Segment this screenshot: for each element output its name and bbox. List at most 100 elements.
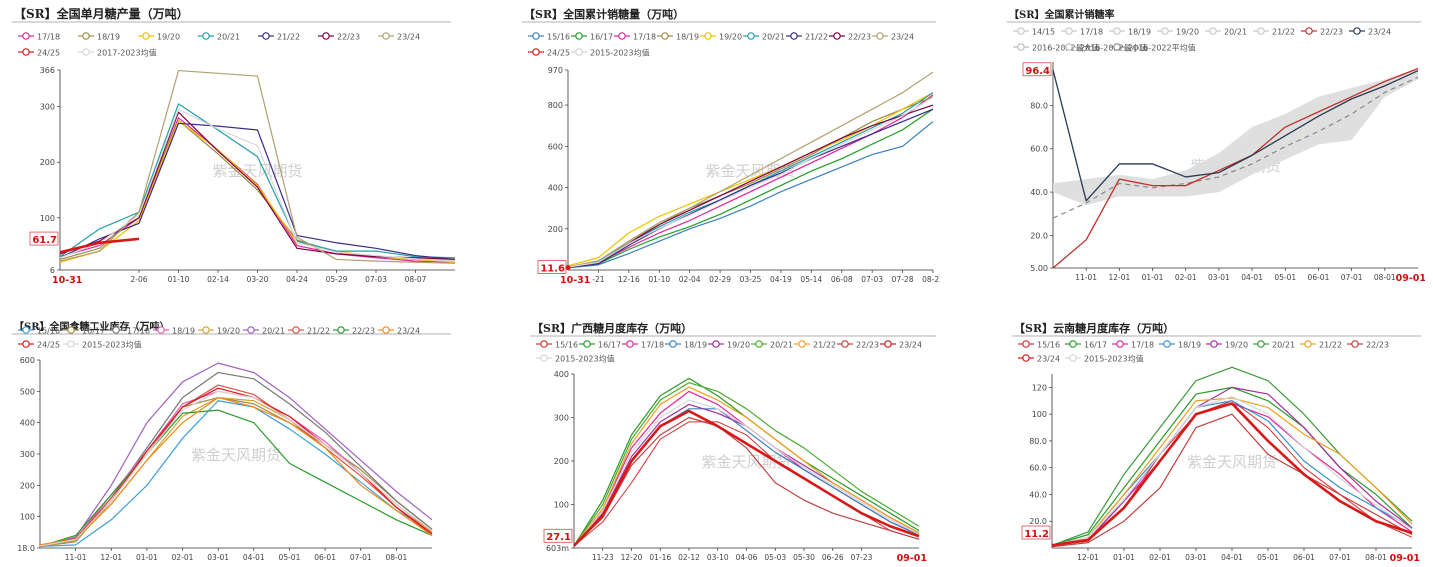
series-line-23-24[interactable] <box>573 409 920 547</box>
legend-item-19-20[interactable]: 19/20 <box>700 32 742 42</box>
legend-item-2017-2023[interactable]: 2017-2023均值 <box>78 48 157 58</box>
legend-item-20-21[interactable]: 20/21 <box>743 32 785 42</box>
legend-item-18-19[interactable]: 18/19 <box>665 340 707 350</box>
legend-item-20-21[interactable]: 20/21 <box>243 326 285 336</box>
legend-item-20-21[interactable]: 20/21 <box>1205 27 1247 37</box>
series-line-18-19[interactable] <box>573 408 920 547</box>
legend-item-21-22[interactable]: 21/22 <box>288 326 330 336</box>
series-line-23-24[interactable] <box>59 69 455 264</box>
legend-item-15-16[interactable]: 15/16 <box>536 340 578 350</box>
legend-item-19-20[interactable]: 19/20 <box>138 32 180 42</box>
legend-item-15-16[interactable]: 15/16 <box>18 326 60 336</box>
series-line-22-23[interactable] <box>573 416 920 547</box>
legend-item-17-18[interactable]: 17/18 <box>18 32 60 42</box>
legend-marker-icon <box>1116 340 1124 348</box>
series-line-15-16[interactable] <box>573 421 920 547</box>
series-line-2015-2023[interactable] <box>567 96 934 268</box>
legend-item-17-18[interactable]: 17/18 <box>622 340 664 350</box>
legend-item-23-24[interactable]: 23/24 <box>880 340 922 350</box>
legend-item-23-24[interactable]: 23/24 <box>1349 27 1391 37</box>
series-line-24-25[interactable] <box>39 387 433 548</box>
series-line-22-23[interactable] <box>1052 67 1419 269</box>
series-line-15-16[interactable] <box>39 400 433 548</box>
legend-item-24-25[interactable]: 24/25 <box>18 48 60 58</box>
legend-item-19-20[interactable]: 19/20 <box>708 340 750 350</box>
series-line-2015-2023[interactable] <box>573 399 920 547</box>
series-line-21-22[interactable] <box>1051 397 1413 546</box>
chart-title: 【SR】全国累计销糖量（万吨） <box>524 7 684 21</box>
legend-item-18-19[interactable]: 18/19 <box>1159 340 1201 350</box>
series-line-19-20[interactable] <box>1051 386 1413 546</box>
legend-item-21-22[interactable]: 21/22 <box>1300 340 1342 350</box>
legend-item-18-19[interactable]: 18/19 <box>1109 27 1151 37</box>
legend-item-19-20[interactable]: 19/20 <box>1157 27 1199 37</box>
y-tick-label: 200 <box>20 481 35 490</box>
series-point-24-25[interactable] <box>565 265 571 271</box>
legend-item-20-21[interactable]: 20/21 <box>751 340 793 350</box>
legend-item-21-22[interactable]: 21/22 <box>1253 27 1295 37</box>
series-line-17-18[interactable] <box>59 117 455 263</box>
legend-item-17-18[interactable]: 17/18 <box>1061 27 1103 37</box>
series-line-23-24[interactable] <box>39 396 433 546</box>
series-line-21-22[interactable] <box>567 108 934 269</box>
legend-item-23-24[interactable]: 23/24 <box>378 32 420 42</box>
series-line-23-24[interactable] <box>1051 402 1413 547</box>
series-line-22-23[interactable] <box>1051 413 1413 548</box>
legend-item-24-25[interactable]: 24/25 <box>528 48 570 58</box>
legend-item-21-22[interactable]: 21/22 <box>258 32 300 42</box>
legend-item-22-23[interactable]: 22/23 <box>318 32 360 42</box>
legend-item-2015-2023[interactable]: 2015-2023均值 <box>571 48 650 58</box>
legend-label: 22/23 <box>1320 28 1343 37</box>
legend-item-19-20[interactable]: 19/20 <box>1206 340 1248 350</box>
legend-item-20-21[interactable]: 20/21 <box>1253 340 1295 350</box>
series-line-15-16[interactable] <box>567 121 934 269</box>
legend-item-22-23[interactable]: 22/23 <box>1301 27 1343 37</box>
series-line-18-19[interactable] <box>39 390 433 548</box>
legend-item-15-16[interactable]: 15/16 <box>528 32 570 42</box>
legend-item-16-17[interactable]: 16/17 <box>63 326 105 336</box>
series-line-16-17[interactable] <box>567 108 934 269</box>
legend-item-18-19[interactable]: 18/19 <box>78 32 120 42</box>
legend-item-2015-2023[interactable]: 2015-2023均值 <box>63 340 142 350</box>
legend-item-16-17[interactable]: 16/17 <box>579 340 621 350</box>
series-line-20-21[interactable] <box>59 103 455 259</box>
legend-item-22-23[interactable]: 22/23 <box>829 32 871 42</box>
legend-item-14-15[interactable]: 14/15 <box>1013 27 1055 37</box>
legend-item-15-16[interactable]: 15/16 <box>1018 340 1060 350</box>
series-line-2015-2023[interactable] <box>1051 396 1413 546</box>
legend-item-22-23[interactable]: 22/23 <box>333 326 375 336</box>
legend-item-2015-2023[interactable]: 2015-2023均值 <box>1065 354 1144 364</box>
legend-item-16-17[interactable]: 16/17 <box>1065 340 1107 350</box>
series-line-23-24[interactable] <box>567 71 934 268</box>
legend-item-17-18[interactable]: 17/18 <box>614 32 656 42</box>
series-line-2016-2022[interactable] <box>1052 76 1419 219</box>
legend-item-23-24[interactable]: 23/24 <box>378 326 420 336</box>
series-line-21-22[interactable] <box>573 386 920 547</box>
legend-item-18-19[interactable]: 18/19 <box>657 32 699 42</box>
series-line-2015-2023[interactable] <box>39 390 433 547</box>
legend-item-23-24[interactable]: 23/24 <box>1018 354 1060 364</box>
series-line-21-22[interactable] <box>59 122 455 261</box>
series-line-2017-2023[interactable] <box>59 108 455 262</box>
legend-item-24-25[interactable]: 24/25 <box>18 340 60 350</box>
legend-item-2016-2022[interactable]: 2016-2022平均值 <box>1109 43 1196 53</box>
legend-item-17-18[interactable]: 17/18 <box>108 326 150 336</box>
legend-item-19-20[interactable]: 19/20 <box>198 326 240 336</box>
legend-item-20-21[interactable]: 20/21 <box>198 32 240 42</box>
legend-item-23-24[interactable]: 23/24 <box>872 32 914 42</box>
legend-item-17-18[interactable]: 17/18 <box>1112 340 1154 350</box>
series-line-20-21[interactable] <box>573 382 920 547</box>
legend-label: 22/23 <box>848 33 871 42</box>
series-line-20-21[interactable] <box>39 362 433 548</box>
legend-item-21-22[interactable]: 21/22 <box>794 340 836 350</box>
legend-item-21-22[interactable]: 21/22 <box>786 32 828 42</box>
series-line-23-24[interactable] <box>1052 69 1419 202</box>
series-line-21-22[interactable] <box>39 384 433 548</box>
legend-item-22-23[interactable]: 22/23 <box>1347 340 1389 350</box>
legend-item-2015-2023[interactable]: 2015-2023均值 <box>536 354 615 364</box>
legend-item-16-17[interactable]: 16/17 <box>571 32 613 42</box>
series-line-24-25[interactable] <box>59 237 140 254</box>
legend-item-22-23[interactable]: 22/23 <box>837 340 879 350</box>
series-line-22-23[interactable] <box>39 409 433 548</box>
legend-item-18-19[interactable]: 18/19 <box>153 326 195 336</box>
